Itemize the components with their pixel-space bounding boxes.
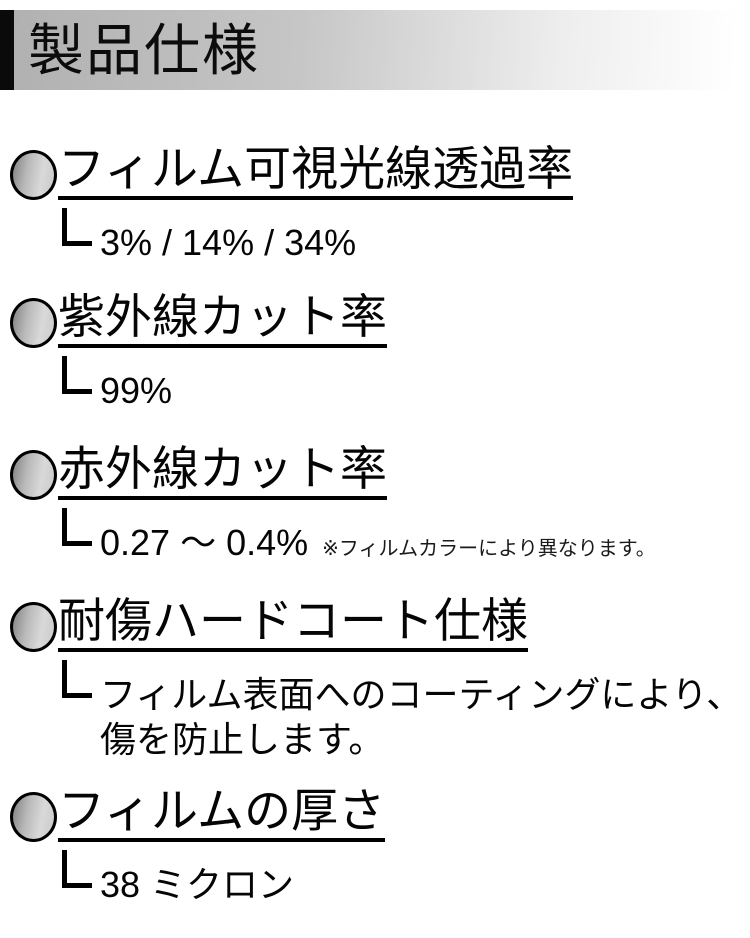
bullet-circle-icon [10, 450, 57, 500]
bullet-circle-icon [10, 602, 57, 652]
spec-section-hard-coat: 耐傷ハードコート仕様 フィルム表面へのコーティングにより、 傷を防止します。 [10, 594, 742, 762]
spec-value-line2: 傷を防止します。 [100, 719, 385, 761]
page-title: 製品仕様 [28, 19, 260, 82]
spec-value-text: 0.27 〜 0.4% [100, 522, 309, 564]
spec-title: フィルムの厚さ [58, 784, 386, 843]
spec-section-ir-cut: 赤外線カット率 0.27 〜 0.4% ※フィルムカラーにより異なります。 [10, 442, 740, 565]
spec-value: 0.27 〜 0.4% ※フィルムカラーにより異なります。 [100, 508, 656, 565]
branch-icon [62, 660, 92, 699]
bullet-circle-icon [10, 298, 57, 348]
branch-icon [62, 508, 92, 547]
spec-value: 3% / 14% / 34% [100, 222, 357, 264]
spec-title: フィルム可視光線透過率 [58, 142, 574, 201]
bullet-circle-icon [10, 150, 57, 200]
spec-value: 99% [100, 370, 173, 412]
branch-icon [62, 356, 92, 395]
bullet-circle-icon [10, 792, 57, 842]
page-header: 製品仕様 [0, 10, 750, 90]
spec-title: 赤外線カット率 [58, 442, 387, 501]
spec-note: ※フィルムカラーにより異なります。 [322, 538, 656, 561]
spec-section-visible-light: フィルム可視光線透過率 3% / 14% / 34% [10, 142, 740, 265]
spec-title: 紫外線カット率 [58, 290, 387, 349]
branch-icon [62, 850, 92, 889]
branch-icon [62, 208, 92, 247]
spec-value-line1: フィルム表面へのコーティングにより、 [100, 674, 743, 716]
spec-title: 耐傷ハードコート仕様 [58, 594, 528, 653]
spec-section-thickness: フィルムの厚さ 38 ミクロン [10, 784, 740, 907]
spec-section-uv-cut: 紫外線カット率 99% [10, 290, 740, 413]
spec-value: フィルム表面へのコーティングにより、 傷を防止します。 [100, 660, 742, 762]
spec-value: 38 ミクロン [100, 864, 295, 906]
header-accent-bar [0, 10, 14, 90]
